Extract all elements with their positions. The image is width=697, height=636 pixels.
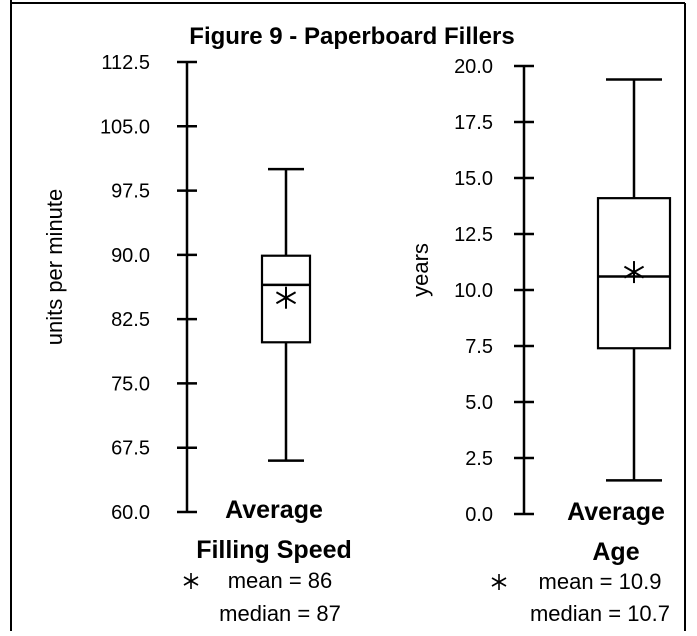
- speed-y-tick-label: 112.5: [101, 52, 150, 74]
- speed-y-tick-label: 90.0: [111, 245, 150, 267]
- figure-title: Figure 9 - Paperboard Fillers: [189, 23, 514, 50]
- speed-y-tick-label: 82.5: [111, 309, 150, 331]
- age-y-tick-label: 7.5: [465, 336, 493, 358]
- speed-y-tick-label: 97.5: [111, 181, 150, 203]
- age-y-tick-label: 2.5: [465, 448, 493, 470]
- speed-y-tick-label: 75.0: [111, 373, 150, 395]
- speed-category-label: Average: [225, 496, 323, 524]
- age-y-tick-label: 10.0: [454, 280, 493, 302]
- chart-panels: 60.0 67.5 75.0 82.5 90.0 97.5 105.0 112.5 units …: [42, 52, 672, 626]
- speed-y-tick-label: 60.0: [111, 502, 150, 524]
- age-category-label: Age: [592, 538, 639, 566]
- age-y-tick-label: 20.0: [454, 56, 493, 78]
- speed-median-label: median = 87: [219, 601, 341, 626]
- speed-category-label: Filling Speed: [196, 536, 352, 564]
- speed-mean-key-icon: [183, 576, 199, 586]
- speed-mean-label: mean = 86: [228, 568, 333, 593]
- age-category-label: Average: [567, 498, 665, 526]
- age-y-tick-label: 17.5: [454, 112, 493, 134]
- speed-mean-marker: [275, 291, 297, 305]
- speed-y-tick-label: 105.0: [100, 116, 150, 138]
- age-y-axis-label: years: [408, 243, 433, 297]
- speed-y-tick-label: 67.5: [111, 438, 150, 460]
- age-y-tick-label: 12.5: [454, 224, 493, 246]
- age-y-tick-label: 15.0: [454, 168, 493, 190]
- age-median-label: median = 10.7: [530, 601, 670, 626]
- age-mean-label: mean = 10.9: [539, 569, 662, 594]
- age-mean-key-icon: [491, 577, 507, 587]
- age-y-tick-label: 0.0: [465, 504, 493, 526]
- age-mean-marker: [623, 265, 645, 279]
- speed-y-axis-label: units per minute: [42, 189, 67, 346]
- age-y-tick-label: 5.0: [465, 392, 493, 414]
